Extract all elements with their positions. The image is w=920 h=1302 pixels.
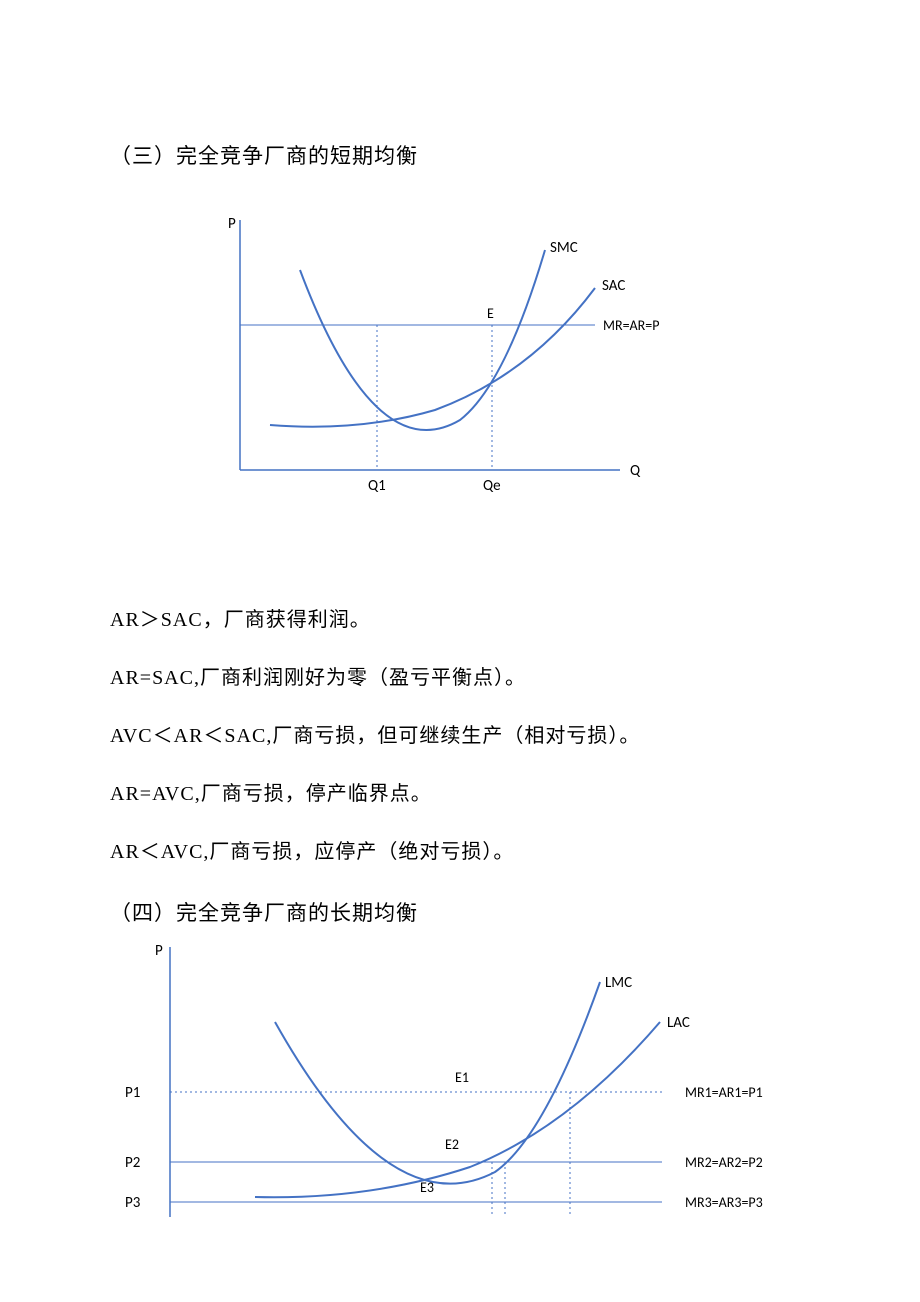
e1-label: E1	[455, 1069, 469, 1086]
lmc-label: LMC	[605, 974, 632, 992]
q1-label: Q1	[368, 477, 386, 495]
section-3-heading: （三）完全竞争厂商的短期均衡	[110, 140, 810, 170]
cond-line-1: AR＞SAC，厂商获得利润。	[110, 605, 810, 635]
e-label: E	[487, 305, 494, 322]
short-run-chart: P Q MR=AR=P SMC SAC E Qe Q1	[200, 210, 680, 515]
cond-line-3: AVC＜AR＜SAC,厂商亏损，但可继续生产（相对亏损）。	[110, 721, 810, 751]
conditions-text: AR＞SAC，厂商获得利润。 AR=SAC,厂商利润刚好为零（盈亏平衡点）。 A…	[110, 605, 810, 867]
long-run-chart: P LMC LAC P1 MR1=AR1=P1 E1 P2 MR2=AR2=P2…	[100, 937, 800, 1222]
qe-label: Qe	[483, 477, 501, 495]
y-axis-label-2: P	[155, 942, 163, 960]
lac-label: LAC	[667, 1014, 690, 1032]
mr3-label: MR3=AR3=P3	[685, 1194, 763, 1211]
e2-label: E2	[445, 1136, 459, 1153]
cond-line-4: AR=AVC,厂商亏损，停产临界点。	[110, 779, 810, 809]
cond-line-5: AR＜AVC,厂商亏损，应停产（绝对亏损）。	[110, 837, 810, 867]
y-axis-label: P	[228, 215, 236, 233]
p3-label: P3	[125, 1194, 141, 1212]
mr2-label: MR2=AR2=P2	[685, 1154, 763, 1171]
section-4-heading: （四）完全竞争厂商的长期均衡	[110, 897, 810, 927]
page-container: （三）完全竞争厂商的短期均衡 P Q MR=AR=P SMC SAC E Qe	[0, 0, 920, 1222]
smc-label: SMC	[550, 239, 578, 257]
p2-label: P2	[125, 1154, 140, 1172]
mr-label: MR=AR=P	[603, 317, 659, 334]
x-axis-label: Q	[630, 462, 641, 480]
cond-line-2: AR=SAC,厂商利润刚好为零（盈亏平衡点）。	[110, 663, 810, 693]
e3-label: E3	[420, 1179, 434, 1196]
mr1-label: MR1=AR1=P1	[685, 1084, 763, 1101]
sac-label: SAC	[602, 277, 625, 295]
p1-label: P1	[125, 1084, 140, 1102]
